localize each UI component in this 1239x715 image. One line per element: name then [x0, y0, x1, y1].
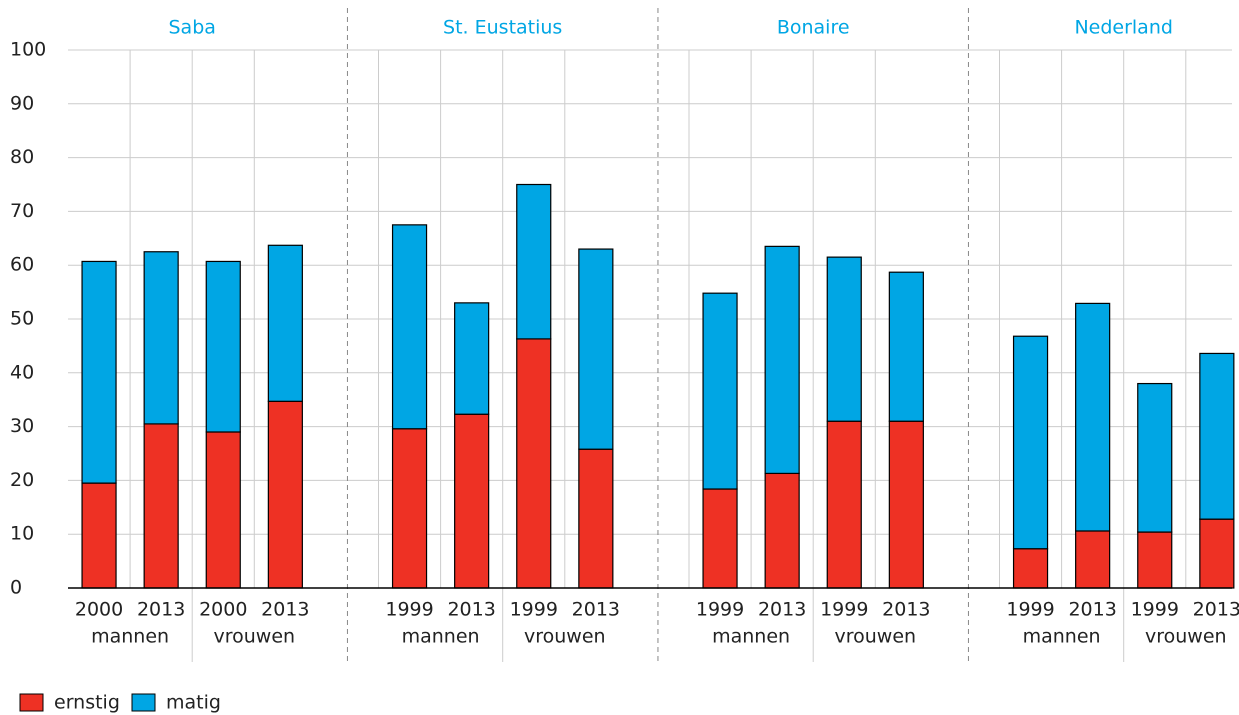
x-tick-label: 2000 [75, 599, 123, 621]
subgroup-label: vrouwen [214, 626, 296, 648]
legend-label: ernstig [54, 692, 120, 714]
group-label: St. Eustatius [443, 17, 562, 39]
bar-segment [1199, 352, 1235, 520]
y-tick-label: 50 [10, 308, 34, 330]
bar-segment [826, 256, 862, 422]
group-label: Nederland [1074, 17, 1173, 39]
x-tick-label: 2013 [1193, 599, 1239, 621]
y-tick-label: 90 [10, 92, 34, 114]
subgroup-label: vrouwen [524, 626, 606, 648]
group-label: Bonaire [777, 17, 850, 39]
x-tick-label: 2013 [572, 599, 620, 621]
legend-swatch [19, 693, 44, 712]
legend-label: matig [166, 692, 221, 714]
bar-segment [391, 428, 428, 589]
y-tick-label: 20 [10, 469, 34, 491]
bar-segment [764, 245, 800, 475]
bar-segment [702, 488, 738, 589]
subgroup-label: vrouwen [835, 626, 917, 648]
bar-segment [267, 244, 303, 402]
x-tick-label: 1999 [510, 599, 558, 621]
bar-segment [578, 448, 614, 589]
y-tick-label: 100 [10, 39, 46, 61]
x-tick-label: 1999 [1131, 599, 1179, 621]
x-tick-label: 1999 [385, 599, 433, 621]
bar-segment [454, 413, 490, 589]
bar-segment [516, 338, 552, 589]
bar-segment [516, 183, 552, 340]
y-tick-label: 80 [10, 146, 34, 168]
x-tick-label: 2013 [882, 599, 930, 621]
bar-segment [826, 420, 862, 589]
x-tick-label: 2013 [137, 599, 185, 621]
bar-segment [1199, 518, 1235, 589]
x-tick-label: 2013 [261, 599, 309, 621]
y-tick-label: 60 [10, 254, 34, 276]
bar-segment [578, 248, 614, 450]
bar-segment [81, 482, 117, 589]
bar-segment [267, 400, 303, 589]
bar-segment [391, 224, 428, 430]
subgroup-label: vrouwen [1145, 626, 1227, 648]
y-tick-label: 10 [10, 523, 34, 545]
x-tick-label: 1999 [820, 599, 868, 621]
subgroup-label: mannen [91, 626, 169, 648]
bar-segment [1137, 382, 1173, 533]
subgroup-label: mannen [402, 626, 480, 648]
x-tick-label: 2013 [758, 599, 806, 621]
bar-segment [143, 251, 179, 425]
bar-segment [888, 271, 924, 422]
x-tick-label: 2000 [199, 599, 247, 621]
y-tick-label: 0 [10, 577, 22, 599]
y-tick-label: 40 [10, 361, 34, 383]
bar-segment [1075, 530, 1111, 589]
bar-segment [454, 302, 490, 415]
bar-segment [205, 431, 241, 589]
bar-segment [888, 420, 924, 589]
subgroup-label: mannen [712, 626, 790, 648]
group-label: Saba [168, 17, 215, 39]
subgroup-label: mannen [1023, 626, 1101, 648]
bar-segment [143, 423, 179, 589]
bar-segment [205, 260, 241, 433]
bar-segment [81, 260, 117, 484]
legend-swatch [131, 693, 156, 712]
x-tick-label: 1999 [696, 599, 744, 621]
bar-segment [1075, 302, 1111, 532]
x-tick-label: 2013 [1068, 599, 1116, 621]
bar-segment [1012, 335, 1049, 550]
x-tick-label: 2013 [447, 599, 495, 621]
bar-segment [1137, 531, 1173, 589]
x-tick-label: 1999 [1006, 599, 1054, 621]
bar-segment [1012, 548, 1049, 589]
y-tick-label: 70 [10, 200, 34, 222]
bar-segment [702, 292, 738, 490]
bar-segment [764, 472, 800, 589]
y-tick-label: 30 [10, 415, 34, 437]
